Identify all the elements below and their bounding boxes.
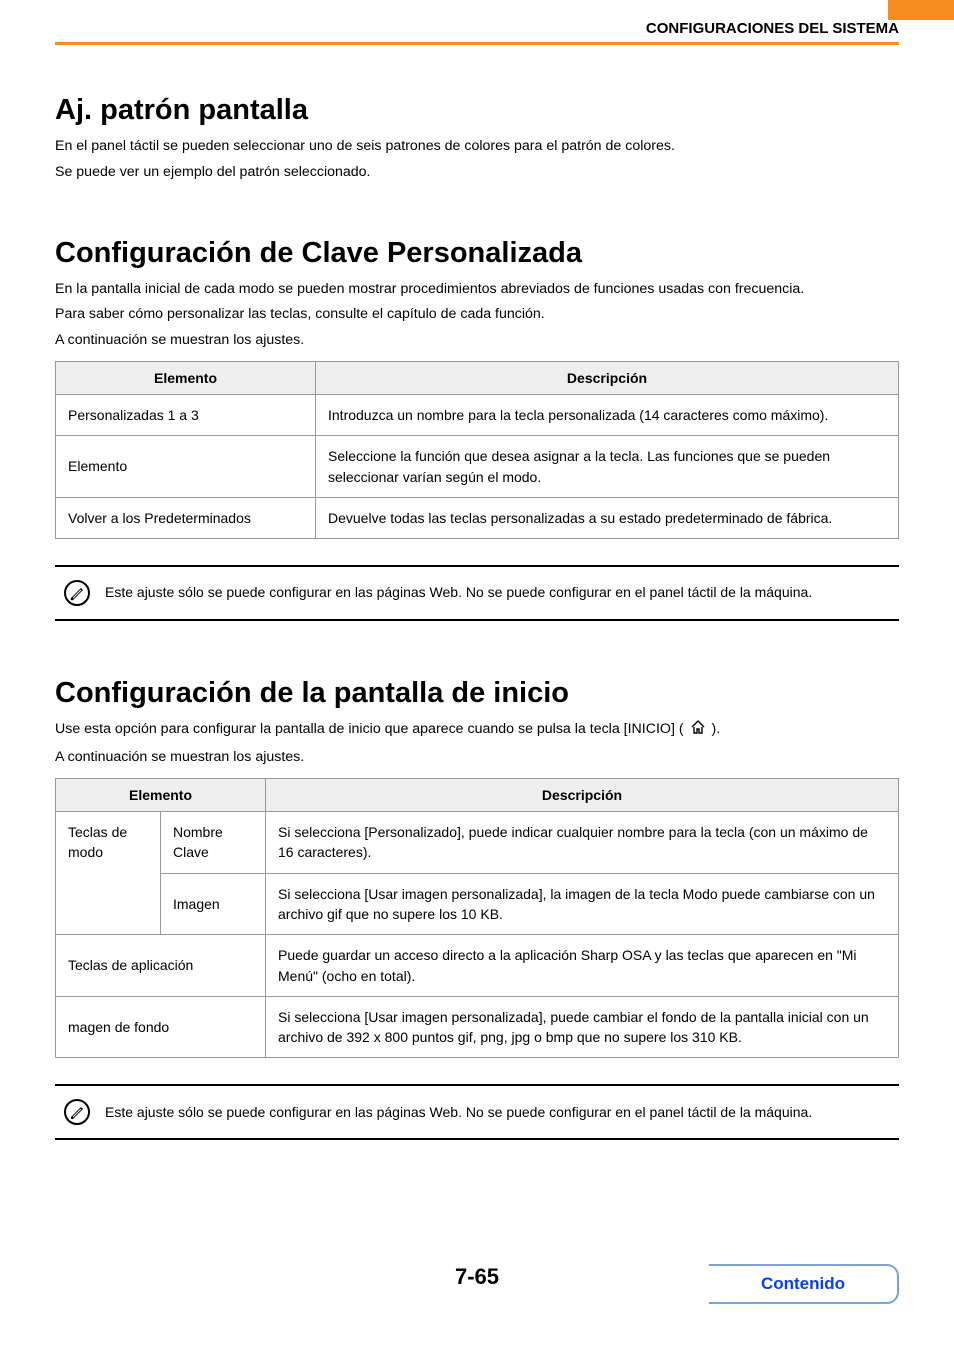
pencil-circle-icon xyxy=(63,579,91,607)
s2-r1c2: Introduzca un nombre para la tecla perso… xyxy=(316,394,899,435)
s3-r2c2: Imagen xyxy=(161,873,266,935)
top-accent-band xyxy=(888,0,954,20)
contents-button[interactable]: Contenido xyxy=(709,1264,899,1304)
s2-r2c2: Seleccione la función que desea asignar … xyxy=(316,436,899,498)
section2-table: Elemento Descripción Personalizadas 1 a … xyxy=(55,361,899,539)
table-row: Personalizadas 1 a 3 Introduzca un nombr… xyxy=(56,394,899,435)
section2-heading: Configuración de Clave Personalizada xyxy=(55,235,899,271)
s3-r2c3: Si selecciona [Usar imagen personalizada… xyxy=(266,873,899,935)
s3-r4c3: Si selecciona [Usar imagen personalizada… xyxy=(266,996,899,1058)
section3-heading: Configuración de la pantalla de inicio xyxy=(55,675,899,711)
section2-p3: A continuación se muestran los ajustes. xyxy=(55,330,899,351)
page-header: CONFIGURACIONES DEL SISTEMA xyxy=(55,20,899,43)
section3-note: Este ajuste sólo se puede configurar en … xyxy=(55,1084,899,1140)
section3-p1a: Use esta opción para configurar la panta… xyxy=(55,721,684,737)
home-icon xyxy=(690,719,706,742)
s2-th-descripcion: Descripción xyxy=(316,361,899,394)
s3-r4c1: magen de fondo xyxy=(56,996,266,1058)
table-row: magen de fondo Si selecciona [Usar image… xyxy=(56,996,899,1058)
section3-p1b: ). xyxy=(711,721,720,737)
s3-r1c2: Nombre Clave xyxy=(161,812,266,874)
s3-r1c3: Si selecciona [Personalizado], puede ind… xyxy=(266,812,899,874)
section2-note: Este ajuste sólo se puede configurar en … xyxy=(55,565,899,621)
section2-p2: Para saber cómo personalizar las teclas,… xyxy=(55,304,899,325)
pencil-circle-icon xyxy=(63,1098,91,1126)
table-row: Volver a los Predeterminados Devuelve to… xyxy=(56,497,899,538)
contents-label: Contenido xyxy=(761,1274,845,1294)
table-row: Imagen Si selecciona [Usar imagen person… xyxy=(56,873,899,935)
s3-th-elemento: Elemento xyxy=(56,779,266,812)
s3-r3c3: Puede guardar un acceso directo a la apl… xyxy=(266,935,899,997)
section3-note-text: Este ajuste sólo se puede configurar en … xyxy=(105,1103,812,1123)
section3-table: Elemento Descripción Teclas de modo Nomb… xyxy=(55,778,899,1058)
header-rule xyxy=(55,42,899,45)
table-row: Teclas de modo Nombre Clave Si seleccion… xyxy=(56,812,899,874)
s3-r1c1: Teclas de modo xyxy=(56,812,161,935)
section1-heading: Aj. patrón pantalla xyxy=(55,92,899,128)
section3-p2: A continuación se muestran los ajustes. xyxy=(55,747,899,768)
s2-r3c2: Devuelve todas las teclas personalizadas… xyxy=(316,497,899,538)
s3-r3c1: Teclas de aplicación xyxy=(56,935,266,997)
section2-p1: En la pantalla inicial de cada modo se p… xyxy=(55,279,899,300)
s2-th-elemento: Elemento xyxy=(56,361,316,394)
table-row: Elemento Seleccione la función que desea… xyxy=(56,436,899,498)
s2-r3c1: Volver a los Predeterminados xyxy=(56,497,316,538)
section2-note-text: Este ajuste sólo se puede configurar en … xyxy=(105,583,812,603)
s2-r1c1: Personalizadas 1 a 3 xyxy=(56,394,316,435)
section1-p1: En el panel táctil se pueden seleccionar… xyxy=(55,136,899,157)
s2-r2c1: Elemento xyxy=(56,436,316,498)
table-row: Teclas de aplicación Puede guardar un ac… xyxy=(56,935,899,997)
section1-p2: Se puede ver un ejemplo del patrón selec… xyxy=(55,162,899,183)
header-title: CONFIGURACIONES DEL SISTEMA xyxy=(646,20,899,37)
section3-p1: Use esta opción para configurar la panta… xyxy=(55,719,899,742)
s3-th-descripcion: Descripción xyxy=(266,779,899,812)
